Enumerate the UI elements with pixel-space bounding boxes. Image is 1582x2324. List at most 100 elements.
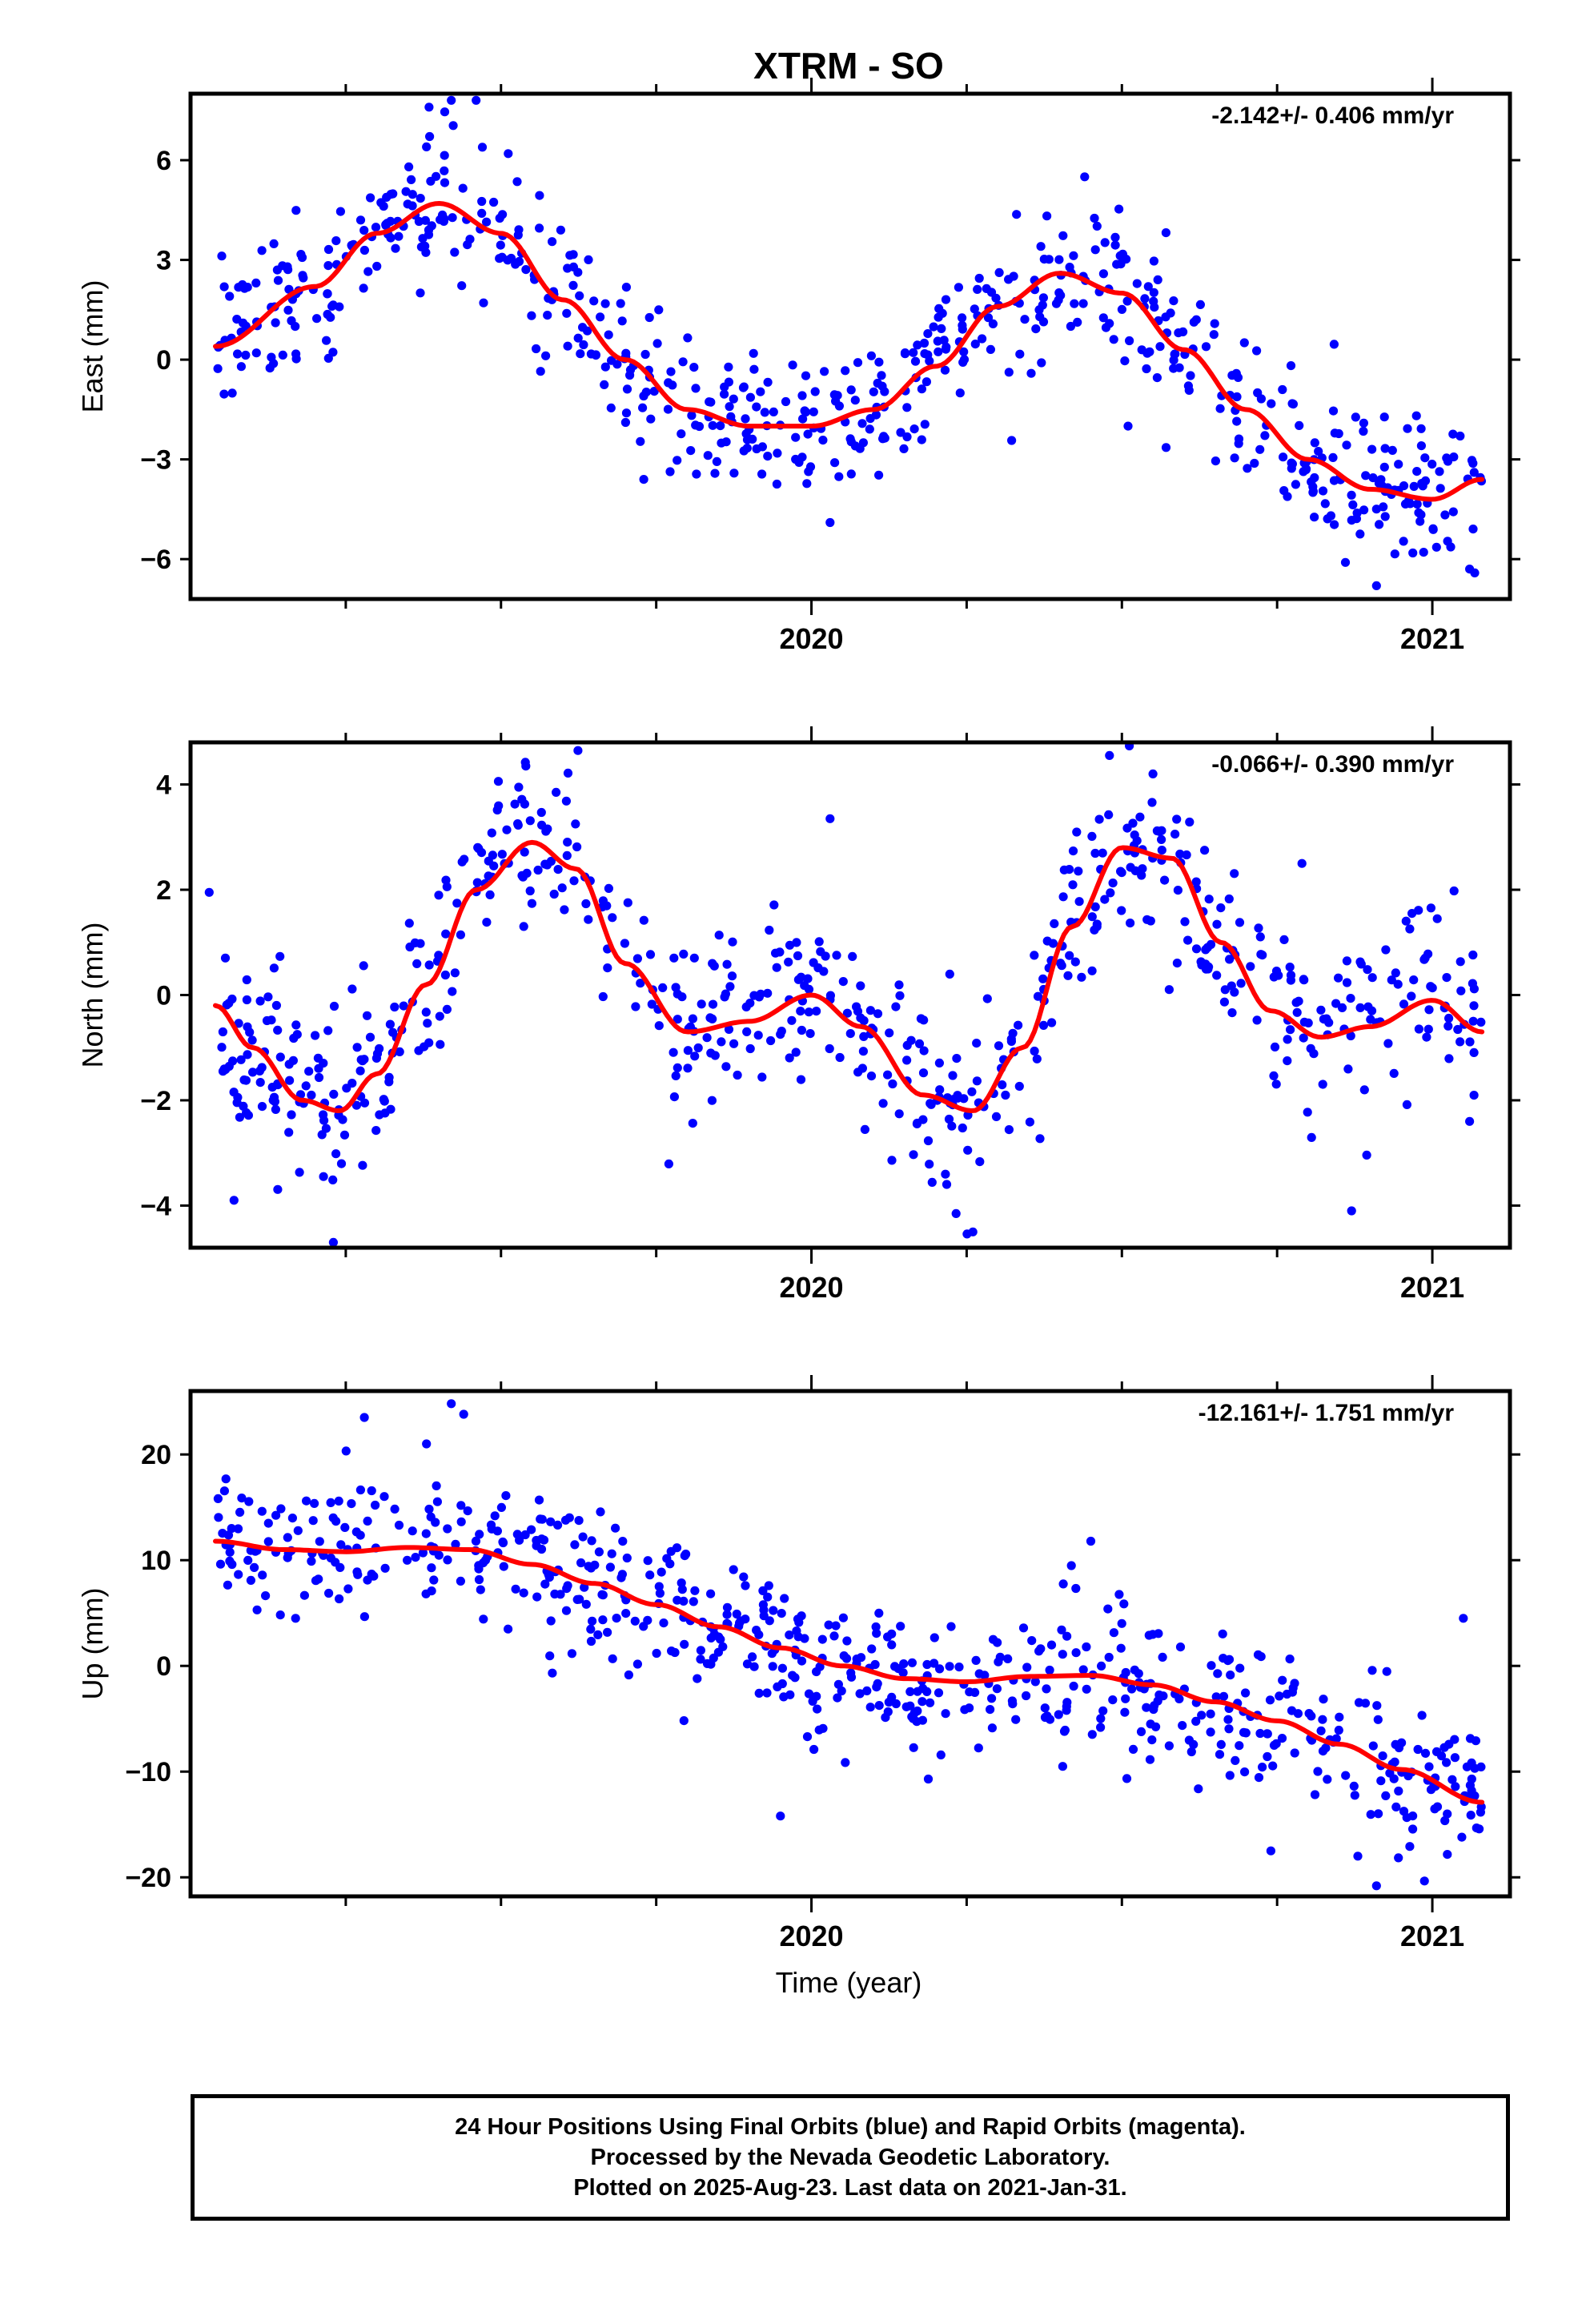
data-point — [517, 870, 527, 880]
data-point — [1175, 1642, 1186, 1652]
data-point — [797, 391, 807, 400]
data-point — [918, 1115, 928, 1124]
data-point — [1227, 1008, 1237, 1018]
data-point — [831, 396, 841, 406]
data-point — [801, 371, 811, 380]
data-point — [1412, 467, 1422, 476]
data-point — [424, 960, 434, 970]
data-point — [1090, 213, 1099, 223]
data-point — [865, 424, 874, 434]
data-point — [562, 850, 572, 860]
data-point — [322, 336, 331, 345]
data-point — [1164, 985, 1174, 995]
data-point — [563, 263, 572, 273]
data-point — [1172, 814, 1182, 824]
data-point — [1414, 1024, 1423, 1034]
data-point — [953, 1093, 962, 1103]
data-point — [902, 1055, 912, 1065]
data-point — [363, 267, 373, 276]
data-point — [656, 1567, 666, 1577]
data-point — [1058, 1650, 1067, 1659]
data-point — [1310, 513, 1319, 522]
data-point — [336, 1540, 346, 1550]
plot-frame — [188, 91, 1512, 601]
data-point — [552, 787, 561, 798]
data-point — [416, 288, 425, 298]
data-point — [1287, 458, 1296, 468]
data-point — [1335, 1712, 1344, 1722]
data-point — [1072, 827, 1082, 837]
plot-frame — [188, 1389, 1512, 1899]
data-point — [482, 918, 492, 927]
data-point — [852, 1002, 861, 1011]
data-point — [1408, 1824, 1418, 1834]
data-point — [1236, 979, 1246, 988]
data-point — [1116, 1643, 1126, 1653]
data-point — [252, 1605, 262, 1614]
data-point — [366, 193, 375, 203]
data-point — [351, 1100, 361, 1110]
data-point — [1380, 512, 1390, 521]
data-point — [600, 380, 609, 389]
data-point — [498, 1538, 508, 1548]
data-point — [1121, 1694, 1130, 1703]
data-point — [447, 95, 456, 105]
data-point — [390, 1002, 400, 1012]
data-point — [1467, 1774, 1476, 1784]
data-point — [1401, 916, 1411, 926]
data-point — [1147, 798, 1157, 807]
data-point — [679, 949, 689, 959]
data-point — [1201, 945, 1211, 955]
data-point — [1348, 500, 1358, 510]
data-point — [975, 1157, 985, 1167]
panel-2: −4 −2 0 2 4 2020 2021 North (mm) -0.066+/- 0.390… — [76, 726, 1520, 1304]
data-point — [673, 1063, 682, 1072]
data-point — [375, 1043, 384, 1054]
data-point — [447, 1399, 456, 1409]
data-point — [1042, 211, 1052, 221]
data-point — [401, 187, 411, 196]
data-point — [921, 377, 931, 387]
data-point — [1409, 481, 1419, 492]
data-point — [536, 807, 546, 818]
data-point — [499, 1562, 508, 1571]
data-point — [1397, 1738, 1407, 1747]
data-point — [1290, 1679, 1299, 1688]
fit-curve — [213, 839, 1485, 1113]
data-point — [1058, 892, 1068, 902]
data-point — [756, 387, 765, 396]
data-point — [1456, 431, 1465, 441]
data-point — [487, 828, 496, 838]
data-point — [1069, 1681, 1078, 1691]
data-point — [1299, 1033, 1308, 1043]
data-point — [1109, 1628, 1118, 1638]
data-point — [399, 1001, 408, 1011]
data-point — [275, 1610, 285, 1620]
data-point — [1065, 951, 1074, 960]
data-point — [1204, 895, 1214, 904]
data-point — [647, 999, 656, 1009]
data-point — [702, 1659, 713, 1668]
data-point — [519, 1588, 528, 1598]
x-axis-label: Time (year) — [776, 1966, 922, 1999]
data-point — [568, 250, 578, 259]
y-tick-label: 0 — [156, 1651, 171, 1682]
data-point — [265, 364, 275, 373]
data-point — [1087, 831, 1097, 841]
data-point — [1006, 1034, 1016, 1044]
data-point — [785, 1053, 794, 1063]
footer-note-box: 24 Hour Positions Using Final Orbits (bl… — [191, 2094, 1510, 2221]
data-point — [1132, 836, 1142, 846]
data-point — [874, 1608, 884, 1618]
data-point — [841, 1758, 850, 1767]
data-point — [1334, 973, 1343, 983]
x-tick-label: 2021 — [1400, 1271, 1464, 1304]
data-point — [1256, 950, 1266, 959]
data-point — [474, 1561, 484, 1570]
data-point — [236, 362, 246, 372]
data-point — [1350, 1791, 1359, 1800]
data-point — [391, 243, 400, 253]
data-point — [869, 387, 878, 396]
data-point — [1428, 525, 1438, 534]
data-point — [982, 994, 992, 1003]
